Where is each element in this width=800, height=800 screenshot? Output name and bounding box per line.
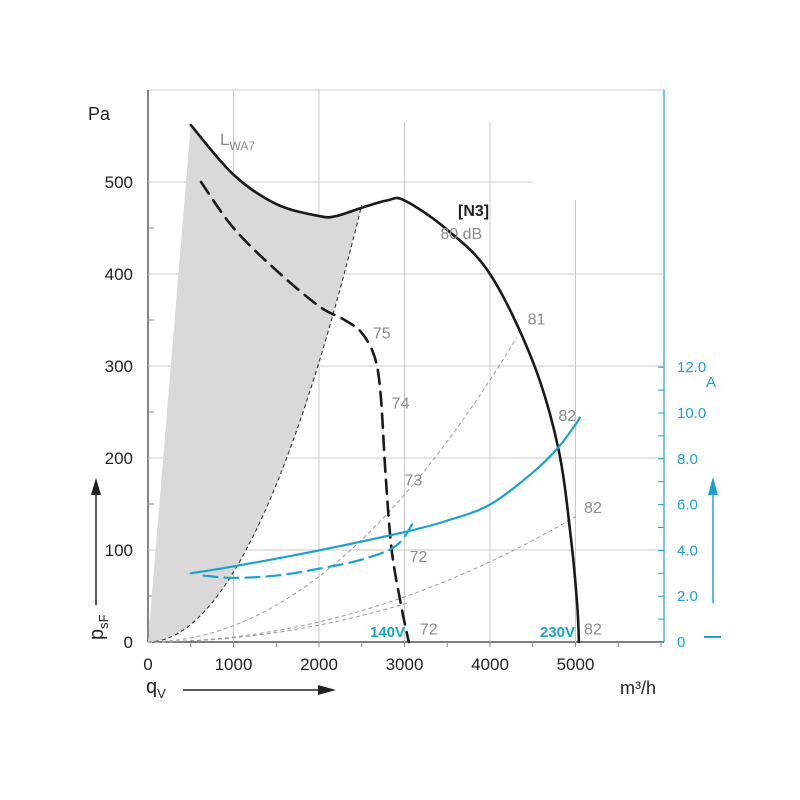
pressure-curve-230v: [189, 123, 581, 644]
x-tick-label: 3000: [386, 655, 424, 674]
region-label: LWA7: [220, 130, 255, 153]
y-tick-label: 500: [105, 173, 133, 192]
right-tick-label: 4.0: [677, 542, 698, 559]
y-tick-label: 300: [105, 357, 133, 376]
x-tick-label: 0: [143, 655, 152, 674]
x-axis-arrow-head: [318, 685, 336, 695]
x-axis-symbol: qV: [146, 676, 166, 701]
sound-level-label: 75: [373, 325, 391, 342]
region-label-main: L: [220, 130, 229, 149]
curve-annotations: 80 dB 81 82 82 82 75 74 73 72 72: [373, 226, 602, 639]
y-unit-label: Pa: [88, 104, 111, 124]
y-tick-label: 400: [105, 265, 133, 284]
current-curve-140v: [202, 521, 415, 579]
x-tick-label: 1000: [215, 655, 253, 674]
region-label-sub: WA7: [229, 139, 255, 153]
sound-level-label: 81: [528, 312, 546, 329]
voltage-label-230v: 230V: [540, 624, 575, 641]
current-curve-230v: [189, 416, 581, 575]
sound-level-label: 72: [410, 549, 428, 566]
lwa-region-fill: [148, 124, 362, 642]
lwa-region: [147, 124, 363, 643]
x-tick-label: 4000: [471, 655, 509, 674]
sound-level-label: 80 dB: [440, 226, 482, 243]
sound-level-label: 74: [392, 395, 410, 412]
x-tick-label: 2000: [300, 655, 338, 674]
sound-level-label: 73: [405, 473, 423, 490]
tick-labels: 0 1000 2000 3000 4000 5000010020030040050002.…: [105, 173, 707, 674]
right-tick-label: 2.0: [677, 588, 698, 605]
y-axis-symbol-sub: sF: [96, 614, 111, 629]
right-tick-label: 10.0: [677, 405, 706, 422]
right-tick-label: 0: [677, 634, 685, 651]
y-axis-arrow-head: [91, 478, 101, 495]
right-axis-arrow-head: [708, 477, 718, 495]
right-tick-label: 8.0: [677, 451, 698, 468]
sound-level-label: 82: [584, 622, 602, 639]
right-unit-label: A: [706, 374, 716, 391]
y-axis-symbol: psF: [86, 614, 111, 640]
pressure-curve-140v: [199, 180, 411, 644]
y-axis-symbol-main: p: [86, 629, 108, 640]
right-tick-label: 6.0: [677, 497, 698, 514]
y-tick-label: 100: [105, 541, 133, 560]
sound-level-label: 82: [558, 408, 576, 425]
performance-curves: [189, 123, 581, 644]
x-axis-symbol-sub: V: [157, 686, 166, 701]
y-tick-label: 0: [124, 633, 133, 652]
lwa-region-boundary: [147, 204, 363, 643]
x-axis-symbol-main: q: [146, 676, 157, 698]
right-tick-label: 12.0: [677, 359, 706, 376]
sound-level-label: 72: [420, 622, 438, 639]
x-tick-label: 5000: [557, 655, 595, 674]
y-tick-label: 200: [105, 449, 133, 468]
system-curve-72: [147, 602, 409, 643]
system-curve-82: [147, 516, 576, 643]
x-unit-label: m³/h: [620, 678, 656, 698]
sound-level-label: 82: [584, 500, 602, 517]
voltage-label-140v: 140V: [370, 624, 405, 641]
model-label: [N3]: [458, 203, 489, 220]
